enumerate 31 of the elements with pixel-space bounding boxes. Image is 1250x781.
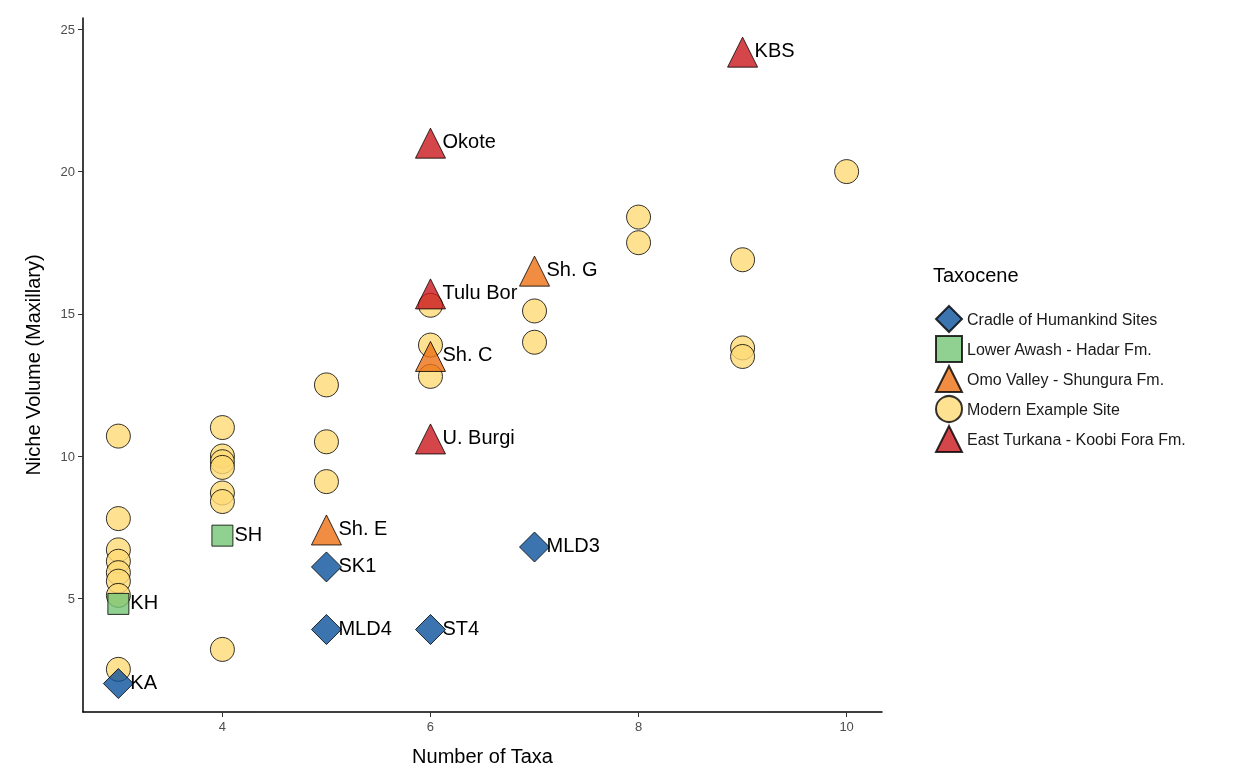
y-tick-label: 20 bbox=[60, 164, 75, 180]
annotation: Okote bbox=[442, 130, 496, 153]
x-axis-title: Number of Taxa bbox=[412, 745, 554, 767]
annotation: KA bbox=[130, 670, 158, 693]
x-tick-label: 8 bbox=[634, 719, 643, 734]
annotation: ST4 bbox=[442, 616, 480, 639]
annotation: SH bbox=[234, 522, 263, 545]
y-tick-label: 10 bbox=[60, 448, 75, 464]
annotation: KBS bbox=[754, 39, 795, 62]
annotation: Sh. E bbox=[338, 516, 388, 539]
legend-label: Modern Example Site bbox=[967, 400, 1121, 418]
annotation: Sh. G bbox=[546, 258, 598, 281]
annotation: SK1 bbox=[338, 553, 377, 576]
legend-title: Taxocene bbox=[933, 264, 1019, 286]
legend-label: Lower Awash - Hadar Fm. bbox=[967, 340, 1152, 358]
y-tick-label: 25 bbox=[60, 21, 75, 37]
y-tick-label: 5 bbox=[67, 590, 75, 606]
x-tick-label: 4 bbox=[218, 719, 227, 734]
legend-label: East Turkana - Koobi Fora Fm. bbox=[967, 430, 1186, 448]
annotation: MLD4 bbox=[338, 616, 392, 639]
legend-label: Cradle of Humankind Sites bbox=[967, 310, 1158, 328]
y-axis-title: Niche Volume (Maxillary) bbox=[22, 254, 44, 476]
annotation: KH bbox=[130, 590, 159, 613]
annotation: Sh. C bbox=[442, 343, 493, 366]
annotation: U. Burgi bbox=[442, 425, 515, 448]
x-tick-label: 10 bbox=[839, 719, 854, 734]
annotation: Tulu Bor bbox=[442, 280, 518, 303]
y-tick-label: 15 bbox=[60, 306, 75, 322]
annotation: MLD3 bbox=[546, 534, 600, 557]
x-tick-label: 6 bbox=[426, 719, 435, 734]
legend-label: Omo Valley - Shungura Fm. bbox=[967, 370, 1165, 388]
